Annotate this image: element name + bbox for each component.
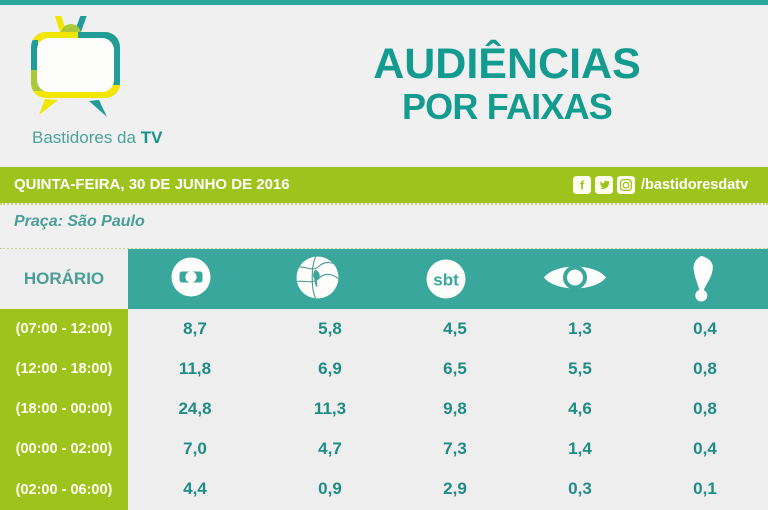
- svg-text:sbt: sbt: [433, 271, 459, 290]
